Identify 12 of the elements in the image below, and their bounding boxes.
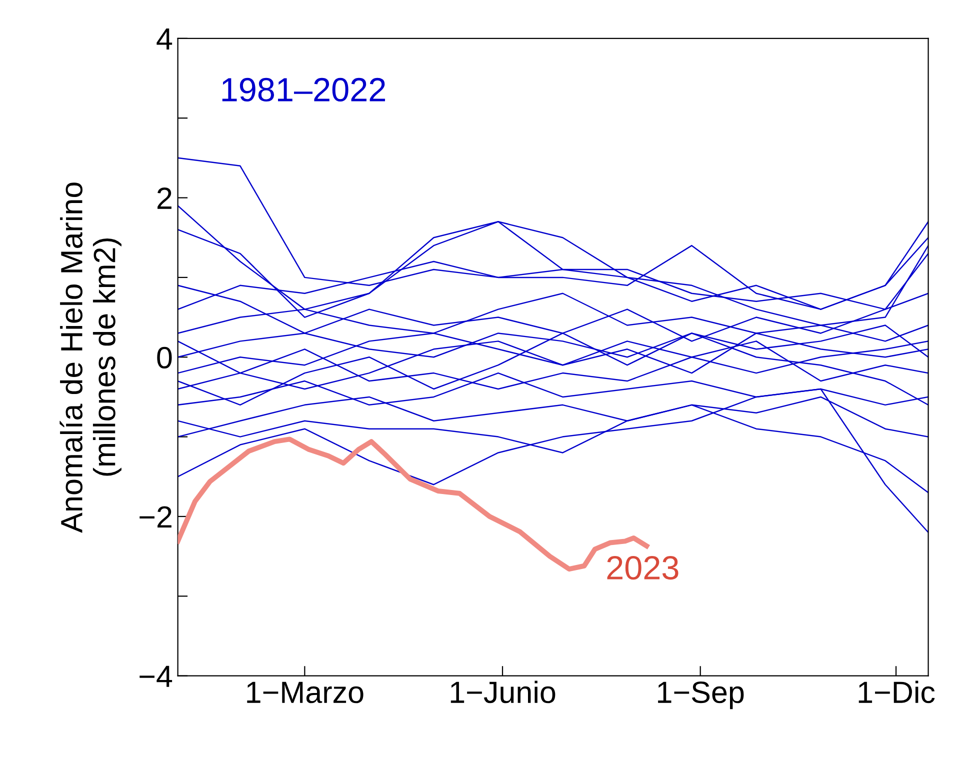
- x-tick-label: 1−Sep: [658, 682, 744, 710]
- x-tick-label: 1−Marzo: [247, 682, 364, 704]
- y-tick-label: 4: [156, 28, 172, 50]
- annotation: 1981–2022: [222, 78, 386, 102]
- y-tick-label: 2: [158, 187, 172, 209]
- x-tick-label: 1−Dic: [858, 680, 935, 704]
- annotation: 2023: [607, 556, 678, 580]
- y-tick-label: 0: [157, 346, 172, 368]
- y-tick-label: −4: [140, 666, 172, 687]
- y-tick-label: −2: [140, 506, 172, 528]
- x-tick-label: 1−Junio: [450, 680, 556, 704]
- y-axis-title: Anomalía de Hielo Marino (millones de km2): [60, 182, 122, 533]
